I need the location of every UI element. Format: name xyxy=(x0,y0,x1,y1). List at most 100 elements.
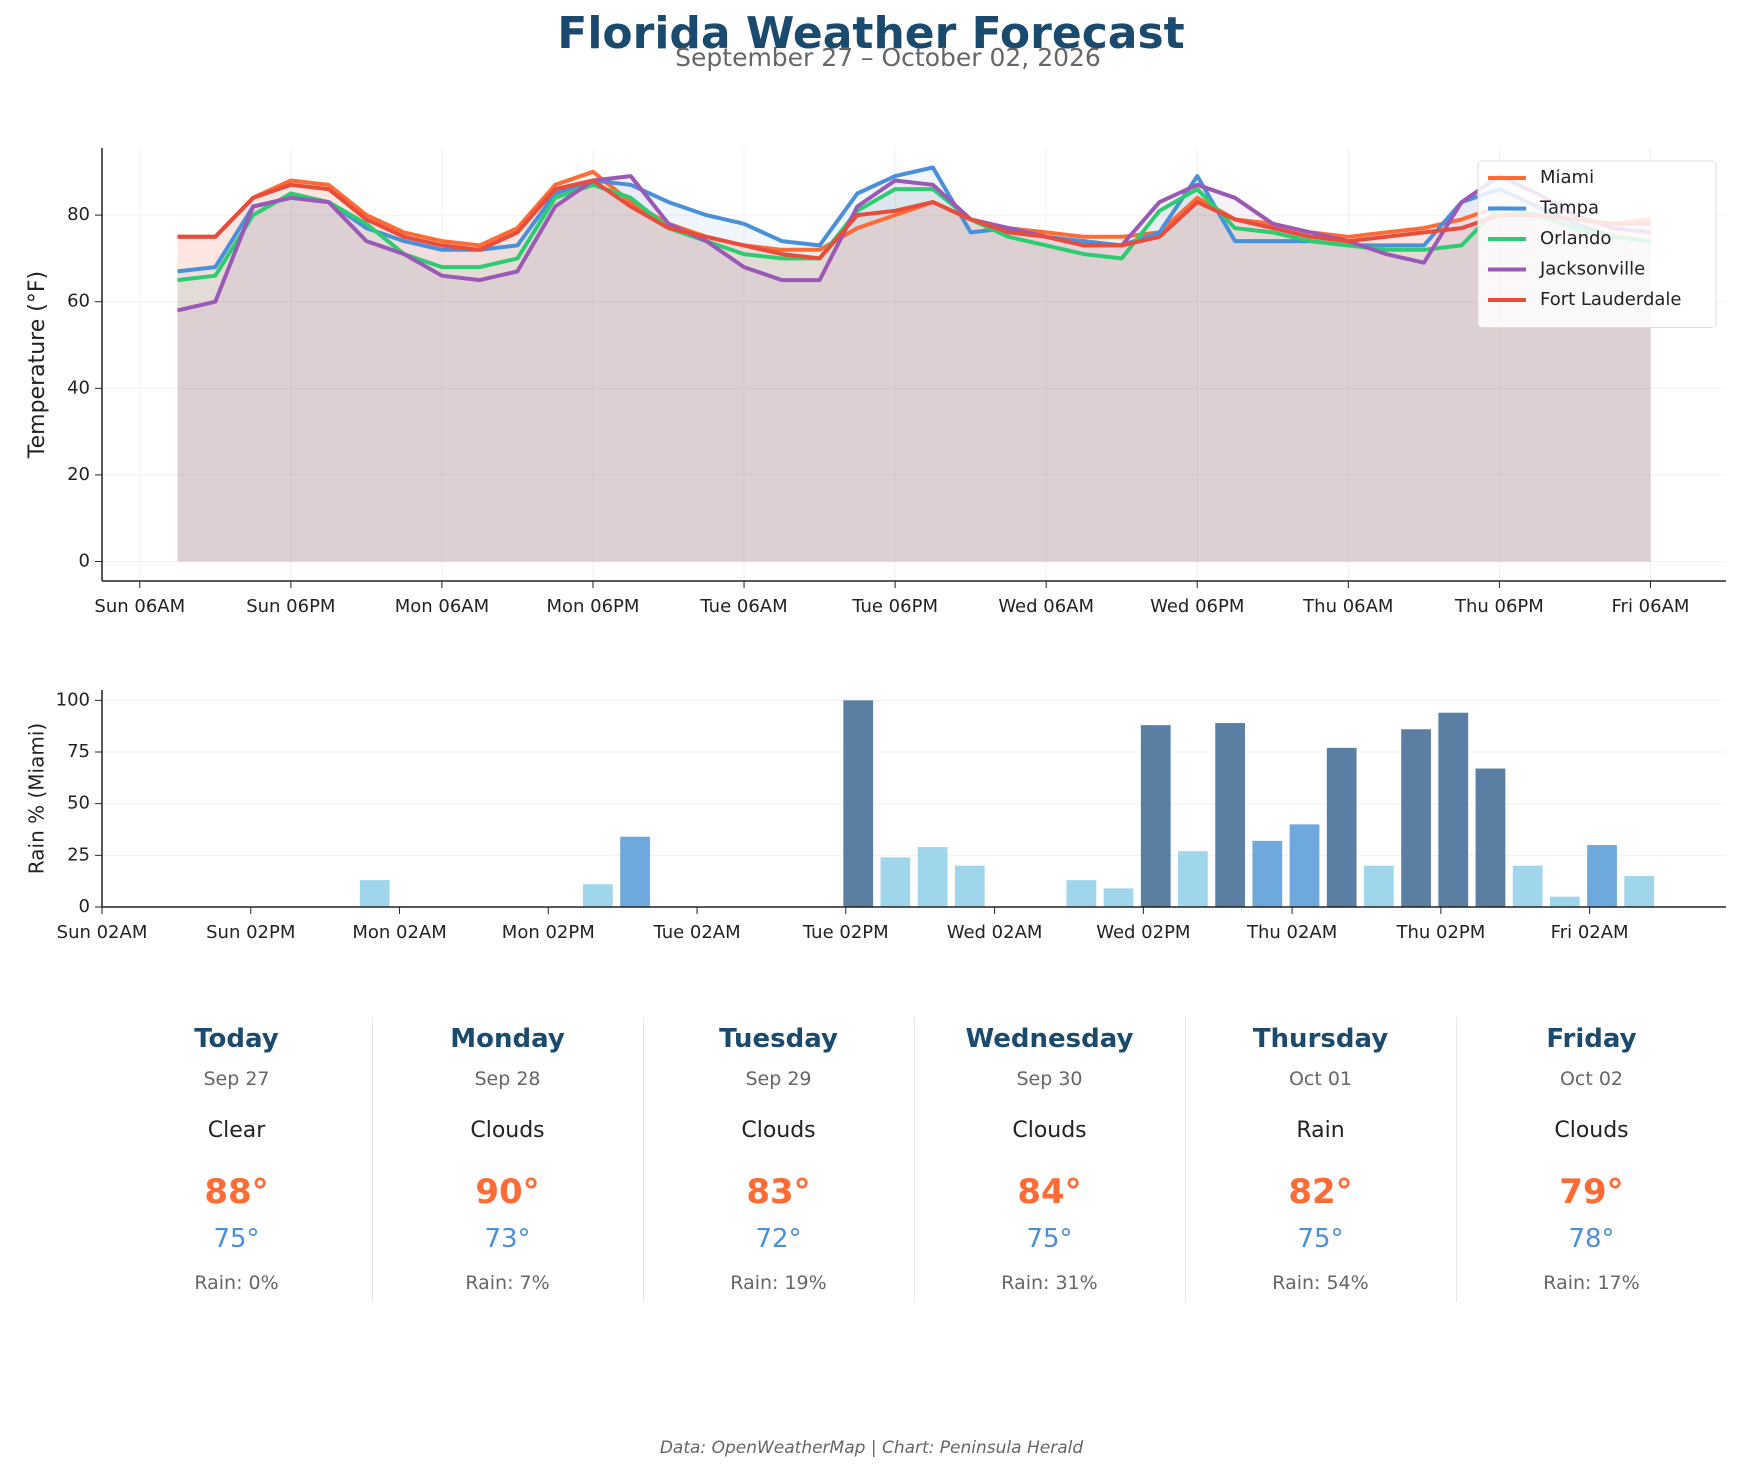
card-high: 90° xyxy=(475,1172,540,1212)
footer: Data: OpenWeatherMap | Chart: Peninsula … xyxy=(659,1438,1084,1458)
legend-label: Orlando xyxy=(1540,228,1611,249)
x-tick-label: Sun 02AM xyxy=(57,922,148,943)
x-tick-label: Thu 06PM xyxy=(1454,596,1544,617)
y-tick-label: 0 xyxy=(79,896,90,917)
x-tick-label: Tue 06PM xyxy=(851,596,938,617)
card-high: 88° xyxy=(204,1172,269,1212)
card-date: Sep 29 xyxy=(745,1068,812,1090)
card-day: Thursday xyxy=(1252,1024,1389,1054)
rain-bar xyxy=(1364,865,1394,907)
rain-bar xyxy=(583,884,613,907)
card-day: Today xyxy=(194,1024,279,1054)
card-cond: Rain xyxy=(1296,1118,1345,1143)
card-cond: Clouds xyxy=(1554,1118,1629,1143)
legend-box xyxy=(1477,160,1717,328)
y-axis-label: Rain % (Miami) xyxy=(25,723,49,874)
rain-bar xyxy=(917,847,948,907)
forecast-card: Monday Sep 28 Clouds 90° 73° Rain: 7% xyxy=(372,1010,643,1310)
temp-line xyxy=(177,174,1651,313)
rain-bar xyxy=(1066,880,1097,907)
card-high: 83° xyxy=(746,1172,811,1212)
x-tick-label: Sun 02PM xyxy=(206,922,295,943)
y-tick-label: 40 xyxy=(67,377,90,398)
card-divider xyxy=(643,1017,644,1302)
forecast-card: Wednesday Sep 30 Clouds 84° 75° Rain: 31% xyxy=(914,1010,1185,1310)
rain-bar xyxy=(880,857,911,907)
card-day: Friday xyxy=(1546,1024,1637,1054)
rain-bar xyxy=(1549,896,1580,907)
y-tick-label: 60 xyxy=(67,291,90,312)
card-low: 73° xyxy=(484,1224,531,1254)
temp-line xyxy=(177,182,1651,283)
legend-label: Fort Lauderdale xyxy=(1540,289,1682,310)
y-tick-label: 25 xyxy=(67,844,90,865)
y-tick-label: 50 xyxy=(67,793,90,814)
card-rain: Rain: 54% xyxy=(1272,1272,1369,1294)
card-cond: Clear xyxy=(207,1118,266,1143)
rain-bar xyxy=(843,700,874,907)
forecast-card: Today Sep 27 Clear 88° 75° Rain: 0% xyxy=(101,1010,372,1310)
card-cond: Clouds xyxy=(470,1118,545,1143)
card-divider xyxy=(372,1017,373,1302)
card-high: 84° xyxy=(1017,1172,1082,1212)
card-cond: Clouds xyxy=(1012,1118,1087,1143)
legend-label: Jacksonville xyxy=(1539,259,1645,280)
rain-bar xyxy=(1326,747,1357,907)
x-tick-label: Mon 06AM xyxy=(395,596,489,617)
card-date: Sep 30 xyxy=(1016,1068,1083,1090)
card-low: 75° xyxy=(213,1224,260,1254)
x-tick-label: Thu 02PM xyxy=(1395,922,1485,943)
rain-bar xyxy=(1215,723,1245,907)
rain-bar xyxy=(1103,888,1134,907)
card-rain: Rain: 0% xyxy=(194,1272,279,1294)
card-divider xyxy=(1185,1017,1186,1302)
forecast-card: Thursday Oct 01 Rain 82° 75° Rain: 54% xyxy=(1185,1010,1456,1310)
rain-bar xyxy=(1289,824,1320,907)
charts: Florida Weather Forecast September 27 – … xyxy=(25,8,1726,943)
temp-line xyxy=(177,165,1651,274)
card-date: Sep 27 xyxy=(203,1068,270,1090)
y-tick-label: 0 xyxy=(79,551,90,572)
x-tick-label: Mon 06PM xyxy=(546,596,639,617)
temp-line xyxy=(177,178,1651,261)
x-tick-label: Wed 02PM xyxy=(1096,922,1190,943)
y-tick-label: 100 xyxy=(56,689,90,710)
card-low: 72° xyxy=(755,1224,802,1254)
temp-area xyxy=(177,184,1651,562)
x-tick-label: Fri 02AM xyxy=(1551,922,1629,943)
x-tick-label: Thu 02AM xyxy=(1246,922,1337,943)
temp-line xyxy=(177,169,1651,252)
legend-label: Miami xyxy=(1540,167,1594,188)
temp-area xyxy=(177,167,1651,562)
rain-bar xyxy=(1475,768,1506,907)
x-tick-label: Sun 06AM xyxy=(94,596,185,617)
y-axis-label: Temperature (°F) xyxy=(25,271,50,459)
rain-bar xyxy=(1178,851,1208,907)
rain-bar xyxy=(1438,712,1469,907)
card-divider xyxy=(1456,1017,1457,1302)
rain-bar xyxy=(1252,840,1283,907)
y-tick-label: 75 xyxy=(67,741,90,762)
title: Florida Weather Forecast xyxy=(557,8,1184,59)
card-date: Oct 01 xyxy=(1288,1068,1353,1090)
x-tick-label: Wed 02AM xyxy=(947,922,1043,943)
rain-bar xyxy=(1624,876,1655,907)
card-cond: Clouds xyxy=(741,1118,816,1143)
card-day: Monday xyxy=(450,1024,565,1054)
card-day: Tuesday xyxy=(719,1024,838,1054)
card-date: Sep 28 xyxy=(474,1068,541,1090)
card-rain: Rain: 31% xyxy=(1001,1272,1098,1294)
subtitle: September 27 – October 02, 2026 xyxy=(675,43,1101,72)
card-low: 78° xyxy=(1568,1224,1615,1254)
rain-bar xyxy=(620,836,650,907)
temp-area xyxy=(177,171,1651,562)
forecast-card: Friday Oct 02 Clouds 79° 78° Rain: 17% xyxy=(1456,1010,1727,1310)
temp-area xyxy=(177,180,1651,562)
x-tick-label: Mon 02PM xyxy=(502,922,595,943)
x-tick-label: Wed 06PM xyxy=(1150,596,1244,617)
card-divider xyxy=(914,1017,915,1302)
card-rain: Rain: 7% xyxy=(465,1272,550,1294)
card-low: 75° xyxy=(1026,1224,1073,1254)
rain-bar xyxy=(1401,729,1431,907)
